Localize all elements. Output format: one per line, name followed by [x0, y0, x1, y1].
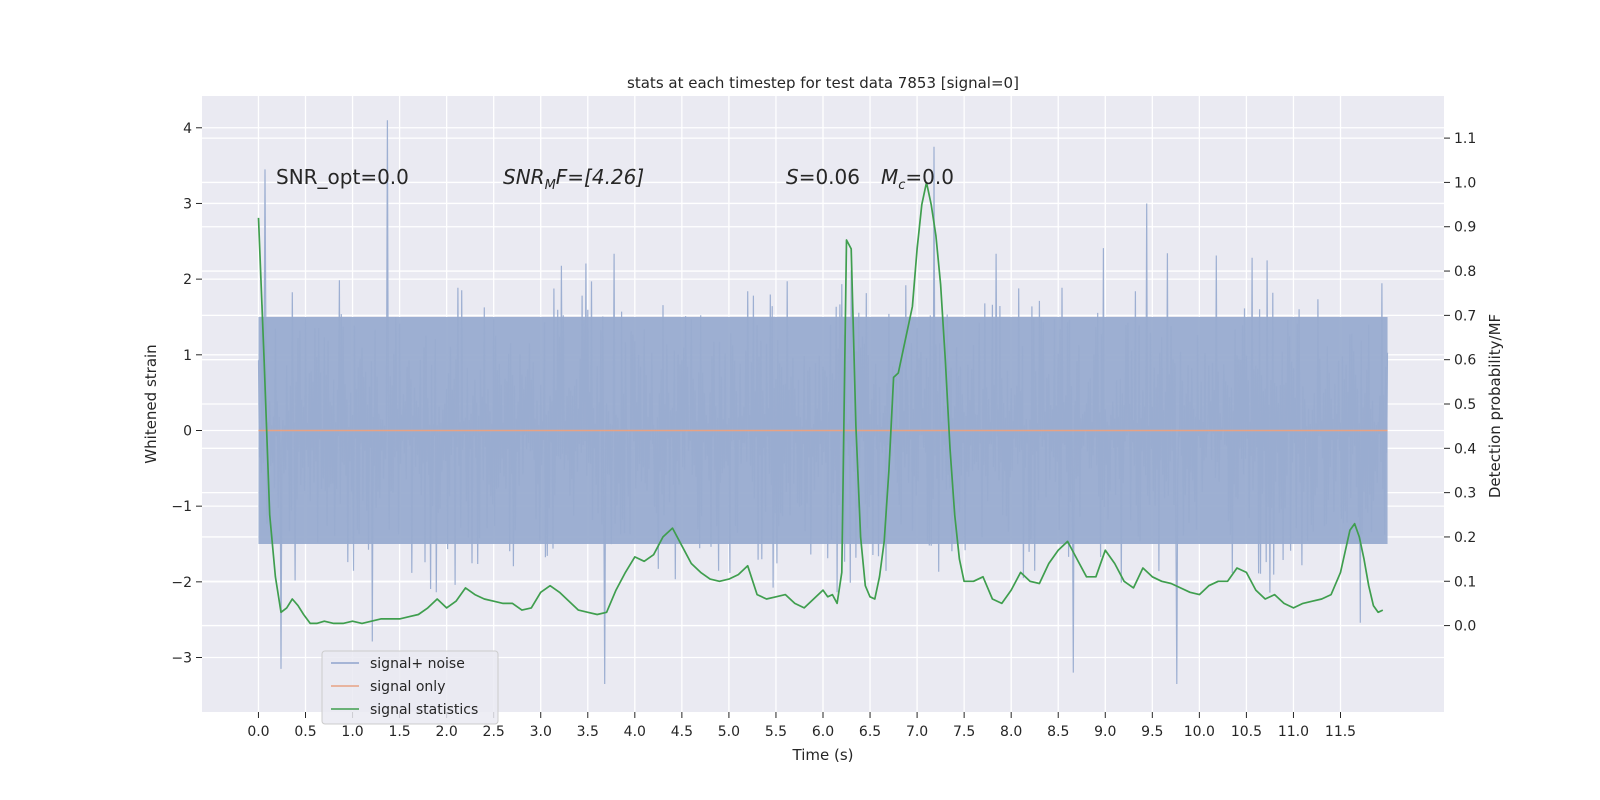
x-tick-label: 0.5 [294, 724, 316, 740]
annotation-snr-opt: SNR_opt=0.0 [276, 165, 409, 189]
right-tick-label: 0.4 [1454, 441, 1476, 457]
x-tick-label: 6.0 [812, 724, 834, 740]
x-tick-label: 3.5 [577, 724, 599, 740]
x-tick-label: 10.0 [1184, 724, 1215, 740]
right-tick-label: 0.1 [1454, 574, 1476, 590]
x-tick-label: 5.5 [765, 724, 787, 740]
right-tick-label: 0.9 [1454, 220, 1476, 236]
x-tick-label: 6.5 [859, 724, 881, 740]
right-tick-label: 0.6 [1454, 353, 1476, 369]
legend-label-signal: signal only [370, 679, 445, 695]
signal-statistics-series [257, 181, 1384, 625]
right-tick-label: 1.0 [1454, 175, 1476, 191]
x-tick-label: 0.0 [247, 724, 269, 740]
left-tick-label: 3 [183, 196, 192, 212]
annotation-s: S=0.06 [786, 165, 860, 189]
x-tick-label: 2.5 [483, 724, 505, 740]
right-y-axis-label: Detection probability/MF [1486, 314, 1504, 498]
snr-mf-symbol: SNR [503, 165, 545, 189]
legend: signal+ noise signal only signal statist… [321, 650, 499, 725]
chart-title: stats at each timestep for test data 785… [627, 74, 1019, 92]
snr-mf-subscript: M [545, 178, 556, 193]
x-tick-label: 5.0 [718, 724, 740, 740]
left-tick-label: −3 [171, 651, 192, 667]
left-tick-label: 1 [183, 348, 192, 364]
right-tick-label: 0.8 [1454, 264, 1476, 280]
legend-box [321, 650, 499, 725]
x-tick-label: 1.0 [341, 724, 363, 740]
snr-mf-rest-text: F=[4.26] [556, 165, 644, 189]
right-tick-label: 0.2 [1454, 530, 1476, 546]
x-tick-label: 11.5 [1325, 724, 1356, 740]
statistics-line [257, 181, 1384, 625]
legend-label-statistics: signal statistics [370, 702, 478, 718]
s-value-text: =0.06 [799, 165, 860, 189]
right-tick-label: 0.3 [1454, 486, 1476, 502]
x-tick-label: 7.0 [906, 724, 928, 740]
x-tick-label: 7.5 [953, 724, 975, 740]
x-tick-label: 8.0 [1000, 724, 1022, 740]
x-tick-label: 8.5 [1047, 724, 1069, 740]
left-tick-label: −1 [171, 499, 192, 515]
left-tick-label: −2 [171, 575, 192, 591]
annotation-snr-mf: SNRMF=[4.26] [503, 165, 644, 193]
x-tick-label: 2.0 [436, 724, 458, 740]
right-tick-label: 0.5 [1454, 397, 1476, 413]
left-tick-label: 4 [183, 121, 192, 137]
x-tick-label: 4.5 [671, 724, 693, 740]
x-tick-label: 4.0 [624, 724, 646, 740]
x-tick-label: 10.5 [1231, 724, 1262, 740]
left-y-axis-ticks: 4 3 2 1 0 −1 −2 −3 [171, 121, 202, 667]
s-symbol: S [786, 165, 799, 189]
right-tick-label: 0.7 [1454, 308, 1476, 324]
mc-subscript: c [898, 178, 905, 193]
right-y-axis-ticks: 0.0 0.1 0.2 0.3 0.4 0.5 0.6 0.7 0.8 0.9 1.0 1.1 [1444, 131, 1476, 635]
x-tick-label: 11.0 [1278, 724, 1309, 740]
right-tick-label: 1.1 [1454, 131, 1476, 147]
annotation-mc: Mc=0.0 [881, 165, 954, 193]
left-tick-label: 2 [183, 272, 192, 288]
x-axis-label: Time (s) [792, 746, 854, 764]
x-tick-label: 3.0 [530, 724, 552, 740]
x-tick-label: 9.0 [1094, 724, 1116, 740]
x-tick-label: 9.5 [1141, 724, 1163, 740]
left-y-axis-label: Whitened strain [142, 344, 160, 463]
x-axis-ticks: 0.0 0.5 1.0 1.5 2.0 2.5 3.0 3.5 4.0 4.5 5.0 5.5 6.0 6… [247, 712, 1356, 740]
legend-label-noise: signal+ noise [370, 656, 465, 672]
right-tick-label: 0.0 [1454, 619, 1476, 635]
mc-symbol: M [881, 165, 898, 189]
mc-value-text: =0.0 [905, 165, 954, 189]
x-tick-label: 1.5 [388, 724, 410, 740]
noise-trace [257, 120, 1389, 685]
left-tick-label: 0 [183, 423, 192, 439]
